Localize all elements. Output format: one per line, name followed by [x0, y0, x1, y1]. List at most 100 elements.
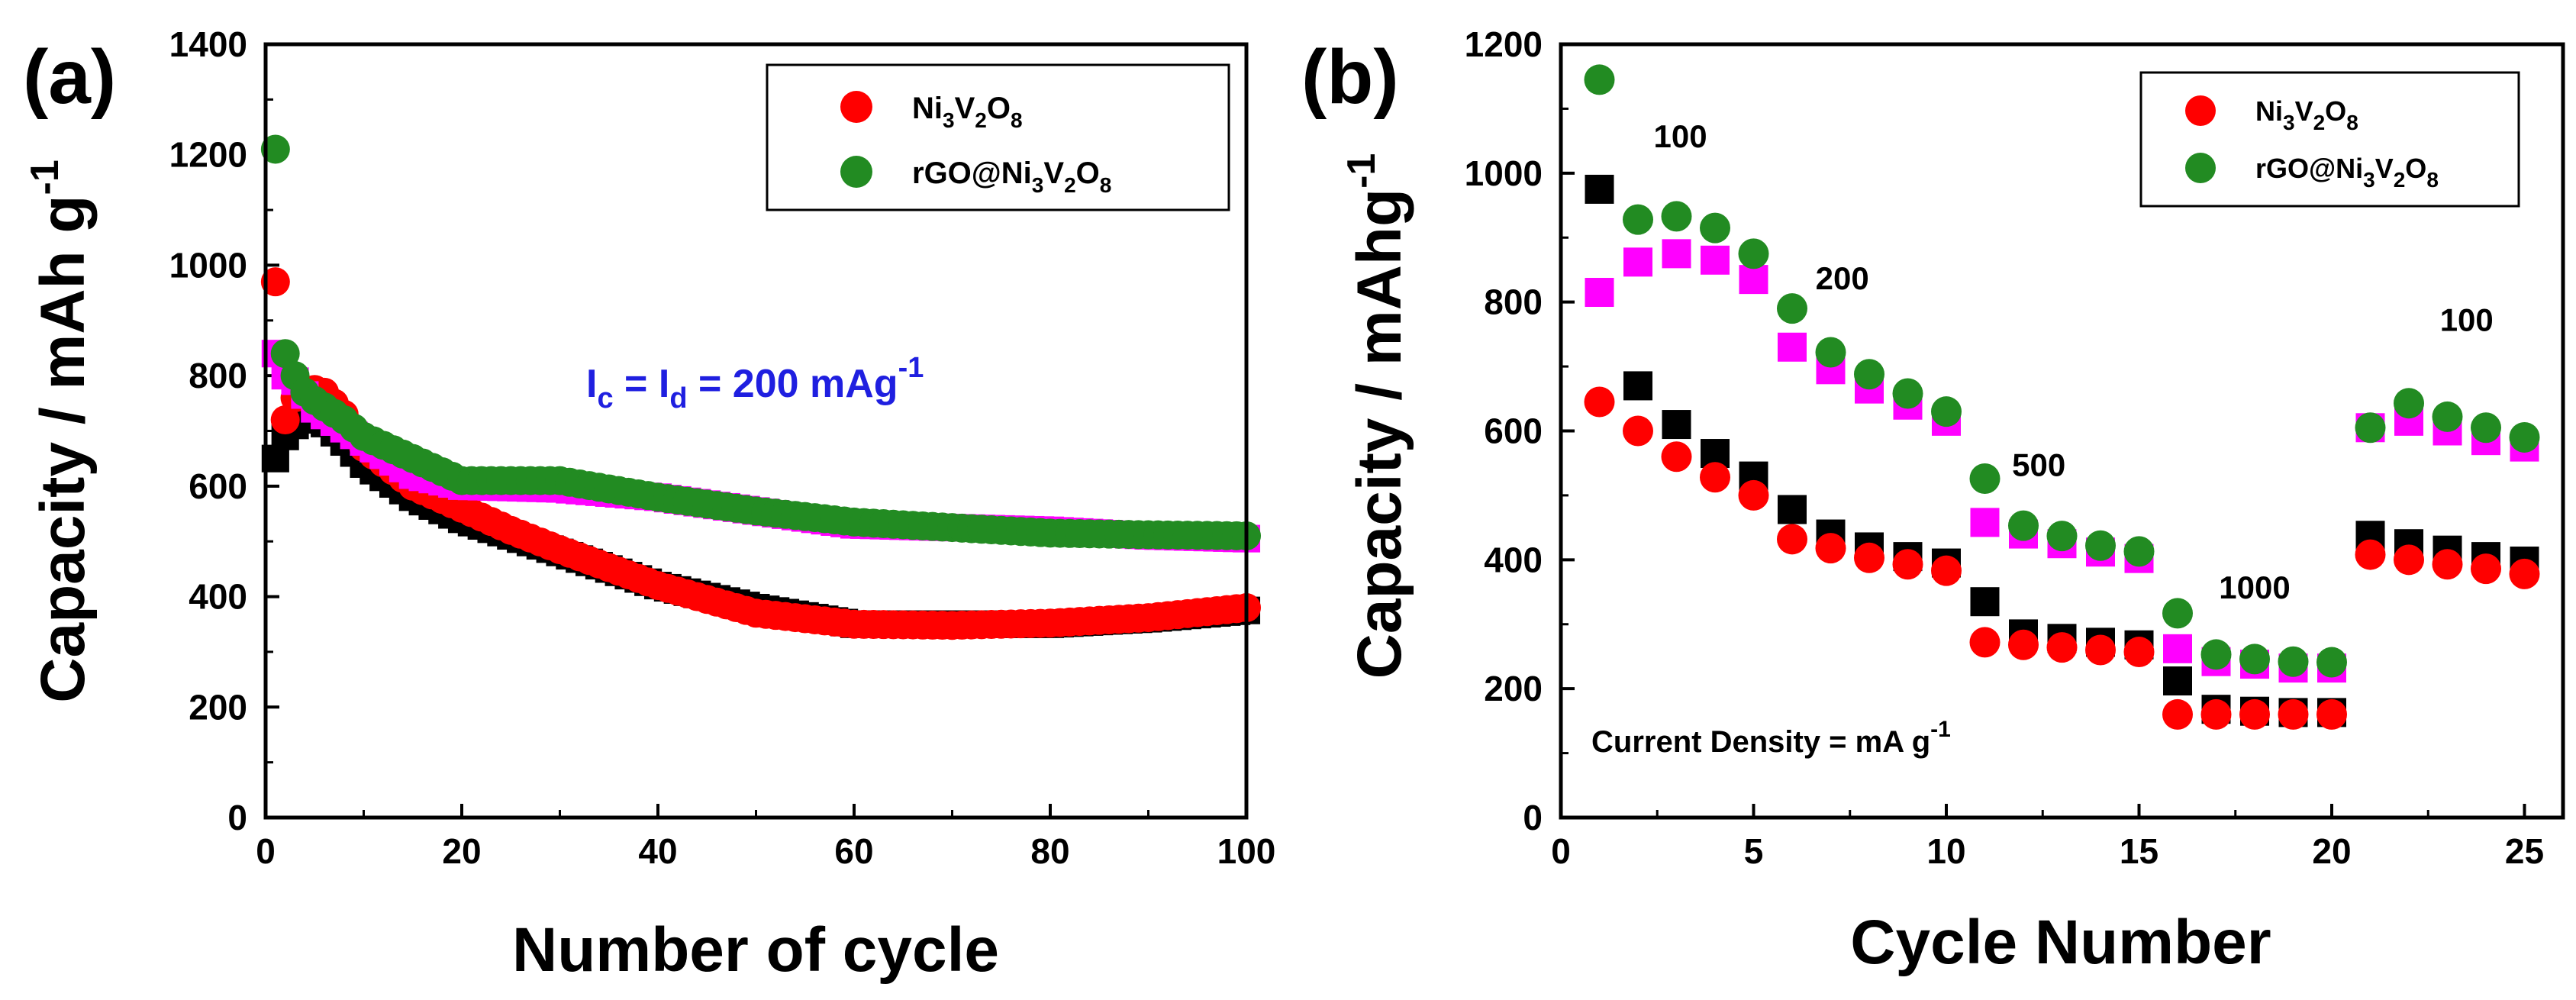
chart-b: (b) 0 5 10 15 20 25 0 200 400 600 800 1000 1200 Cyc…: [1301, 24, 2565, 977]
chart-a-y-tick-labels: 0 200 400 600 800 1000 1200 1400: [169, 24, 247, 837]
y-tick-label: 200: [189, 687, 247, 727]
chart-a-legend-marker-ni3v2o8: [840, 91, 872, 123]
rate-annotation: 1000: [2219, 569, 2290, 605]
x-tick-label: 0: [256, 831, 276, 871]
data-point: [1623, 415, 1653, 447]
y-tick-label: 800: [1484, 282, 1543, 322]
rate-annotation: 100: [1654, 118, 1707, 154]
chart-b-marks: [1584, 64, 2540, 730]
y-tick-label: 600: [1484, 411, 1543, 451]
y-tick-label: 200: [1484, 669, 1543, 708]
cond-c-sub: c: [597, 382, 613, 415]
data-point: [2200, 698, 2232, 730]
cond-d-sub: d: [669, 382, 687, 415]
chart-b-xlabel: Cycle Number: [1850, 908, 2271, 977]
legend-text-part: Ni: [2255, 95, 2283, 127]
data-point: [2316, 698, 2347, 730]
legend-text-part: 3: [2363, 168, 2375, 192]
chart-a-frame: [263, 42, 1249, 820]
y-tick-label: 1200: [1465, 24, 1543, 64]
data-point: [1777, 293, 1807, 324]
data-point: [2355, 539, 2386, 570]
current-density-text: Current Density = mA g: [1591, 725, 1930, 759]
data-point: [1970, 587, 2000, 617]
data-point: [2239, 698, 2270, 730]
data-point: [1739, 265, 1768, 295]
y-tick-label: 1000: [169, 245, 247, 285]
data-point: [2394, 388, 2424, 419]
legend-text-part: O: [2325, 95, 2346, 127]
chart-b-frame: [1559, 42, 2565, 820]
series-1: [1584, 386, 2540, 730]
data-point: [1892, 549, 1923, 580]
x-tick-label: 20: [2312, 831, 2351, 871]
chart-a-legend-marker-rgo: [840, 156, 872, 188]
data-point: [2163, 666, 2192, 696]
x-tick-label: 40: [638, 831, 677, 871]
legend-text-part: 2: [1064, 173, 1076, 197]
chart-b-ylabel-main: Capacity / mAhg: [1345, 189, 1414, 679]
data-point: [1778, 332, 1807, 362]
series-3: [1584, 64, 2540, 678]
data-point: [2008, 510, 2039, 541]
data-point: [1585, 174, 1614, 204]
data-point: [1623, 371, 1652, 401]
data-point: [2046, 521, 2078, 552]
chart-a: (a) 0 20 40 60 80 100 0 200 400 600 800 1000 1200 14…: [23, 24, 1275, 985]
chart-b-legend: Ni3V2O8 rGO@Ni3V2O8: [2139, 71, 2520, 208]
y-tick-label: 1000: [1465, 153, 1543, 193]
chart-a-legend-label-ni3v2o8: Ni3V2O8: [912, 92, 1023, 132]
chart-b-legend-marker-rgo: [2185, 153, 2216, 183]
legend-text-part: 8: [2426, 168, 2439, 192]
data-point: [1700, 462, 1730, 493]
x-tick-label: 0: [1551, 831, 1571, 871]
chart-b-legend-marker-ni3v2o8: [2185, 95, 2216, 126]
chart-b-legend-box: [2139, 71, 2520, 208]
x-tick-label: 80: [1030, 831, 1069, 871]
chart-a-x-tick-labels: 0 20 40 60 80 100: [256, 831, 1275, 871]
data-point: [1662, 239, 1691, 269]
legend-text-part: 2: [2394, 168, 2406, 192]
data-point: [1662, 410, 1691, 440]
legend-text-part: 2: [2313, 111, 2326, 134]
data-point: [1969, 627, 2001, 658]
chart-a-legend: Ni3V2O8 rGO@Ni3V2O8: [766, 63, 1230, 211]
data-point: [1584, 64, 1615, 95]
data-point: [2163, 634, 2192, 663]
legend-text-part: 8: [1100, 173, 1112, 197]
legend-text-part: V: [1043, 156, 1064, 190]
x-tick-label: 25: [2505, 831, 2544, 871]
legend-text-part: V: [2295, 95, 2313, 127]
legend-text-part: 3: [2283, 111, 2295, 134]
chart-b-legend-label-rgo: rGO@Ni3V2O8: [2255, 153, 2439, 192]
data-point: [2085, 634, 2116, 666]
chart-a-marks: [260, 134, 1261, 640]
legend-text-part: 3: [943, 108, 955, 132]
data-point: [2316, 647, 2347, 678]
data-point: [2123, 536, 2155, 567]
cond-i: I: [586, 362, 597, 406]
legend-text-part: 8: [2346, 111, 2358, 134]
data-point: [2239, 644, 2270, 675]
data-point: [2162, 598, 2193, 629]
data-point: [2509, 421, 2540, 453]
data-point: [270, 405, 300, 435]
data-point: [1661, 441, 1692, 473]
current-density-sup: -1: [1930, 717, 1951, 742]
data-point: [1969, 463, 2001, 494]
data-point: [1623, 247, 1652, 277]
data-point: [1584, 386, 1615, 418]
data-point: [1661, 201, 1692, 232]
chart-a-legend-label-rgo: rGO@Ni3V2O8: [912, 156, 1111, 197]
data-point: [2085, 530, 2116, 561]
data-point: [2432, 401, 2463, 432]
data-point: [1854, 359, 1884, 390]
chart-b-ylabel-sup: -1: [1340, 153, 1384, 189]
y-tick-label: 400: [189, 577, 247, 617]
data-point: [2123, 637, 2155, 668]
x-tick-label: 20: [442, 831, 481, 871]
chart-b-rate-annotations: 100 200 500 1000 100: [1654, 118, 2494, 605]
legend-text-part: O: [1076, 156, 1100, 190]
x-tick-label: 100: [1217, 831, 1276, 871]
